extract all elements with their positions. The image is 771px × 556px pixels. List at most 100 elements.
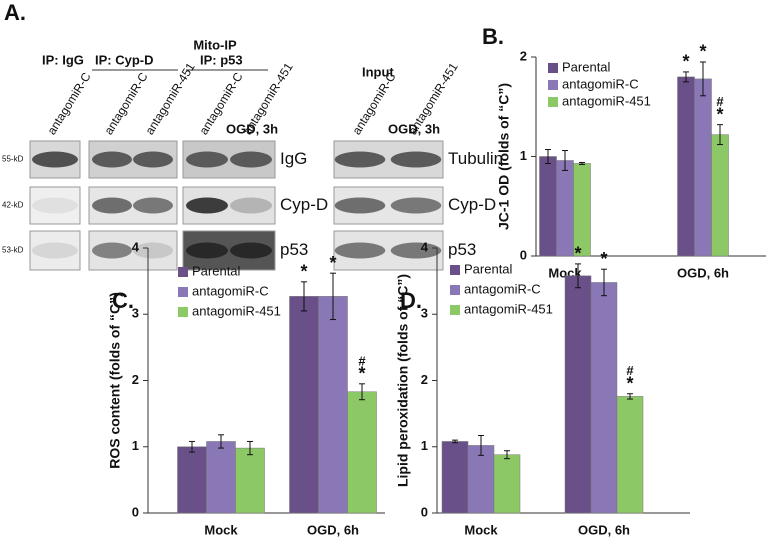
y-tick-label: 3 (421, 306, 428, 321)
blot-band (390, 242, 442, 259)
bar (573, 163, 591, 257)
group-title: Mito-IP (193, 37, 237, 52)
row-label: IgG (280, 149, 307, 168)
blot-band (334, 151, 386, 168)
y-tick-label: 2 (520, 48, 527, 63)
significance-mark: * (300, 262, 307, 282)
legend-swatch (548, 97, 558, 107)
error-bar (359, 383, 365, 401)
row-label: p53 (448, 240, 476, 259)
blot-band (133, 151, 173, 168)
bar (467, 445, 495, 514)
bar (177, 446, 207, 514)
significance-mark: * (716, 104, 723, 124)
blot-band (32, 151, 78, 168)
row-label: Cyp-D (448, 195, 496, 214)
significance-mark: * (329, 253, 336, 273)
error-bar (562, 150, 568, 171)
bar (590, 282, 618, 514)
x-tick-label: Mock (464, 522, 498, 537)
x-tick-label: Mock (204, 522, 238, 537)
significance-mark: * (699, 42, 706, 62)
mw-label: 55-kD (2, 155, 24, 164)
error-bar (717, 124, 723, 146)
bar (289, 296, 319, 514)
legend-label: antagomiR-451 (562, 93, 651, 108)
legend-swatch (450, 305, 460, 315)
blot-band (230, 151, 272, 168)
blot-band (32, 242, 78, 259)
condition: OGD, 3h (226, 121, 278, 136)
error-bar (504, 450, 510, 460)
y-tick-label: 1 (132, 438, 139, 453)
error-bar (330, 272, 336, 321)
lane-label: antagomiR-451 (142, 60, 198, 137)
panel-label: B. (482, 24, 504, 49)
bar (564, 275, 592, 514)
legend-label: antagomiR-C (464, 281, 541, 296)
x-tick-label: OGD, 6h (677, 265, 729, 280)
significance-mark: # (716, 94, 724, 109)
mw-label: 53-kD (2, 246, 24, 255)
legend-swatch (178, 307, 188, 317)
y-tick-label: 1 (421, 438, 428, 453)
bar (694, 78, 712, 257)
panel-label: C. (112, 288, 134, 313)
y-tick-label: 0 (132, 504, 139, 519)
x-tick-label: OGD, 6h (578, 522, 630, 537)
legend-label: antagomiR-451 (464, 301, 553, 316)
y-tick-label: 4 (132, 239, 140, 254)
bar (493, 454, 521, 514)
blot-band (32, 197, 78, 214)
blot-band (133, 197, 173, 214)
blot-band (390, 151, 442, 168)
significance-mark: # (358, 353, 366, 368)
y-tick-label: 1 (520, 148, 527, 163)
ip-title: IP: IgG (42, 52, 84, 67)
legend-swatch (178, 287, 188, 297)
lane-label: antagomiR-C (44, 70, 94, 138)
y-tick-label: 4 (421, 239, 429, 254)
blot-band (390, 197, 442, 214)
row-label: Cyp-D (280, 195, 328, 214)
error-bar (247, 440, 253, 456)
blot-band (92, 151, 132, 168)
panel-label: D. (400, 288, 422, 313)
legend-swatch (178, 267, 188, 277)
legend-label: antagomiR-451 (192, 303, 281, 318)
significance-mark: * (626, 374, 633, 394)
error-bar (218, 434, 224, 449)
bar (711, 134, 729, 257)
y-tick-label: 2 (421, 372, 428, 387)
blot-band (133, 242, 173, 259)
blot-band (230, 242, 272, 259)
blot-band (186, 151, 228, 168)
significance-mark: * (574, 244, 581, 264)
error-bar (478, 434, 484, 456)
y-axis-label: Lipid peroxidation (folds of “C”) (395, 274, 411, 487)
legend-label: Parental (464, 261, 513, 276)
mw-label: 42-kD (2, 201, 24, 210)
error-bar (601, 268, 607, 297)
error-bar (579, 161, 585, 165)
row-label: Tubulin (448, 149, 503, 168)
significance-mark: # (626, 363, 634, 378)
error-bar (700, 61, 706, 97)
error-bar (301, 281, 307, 312)
bar (677, 76, 695, 257)
bar (347, 391, 377, 514)
error-bar (683, 71, 689, 83)
x-tick-label: OGD, 6h (307, 522, 359, 537)
blot-band (334, 197, 386, 214)
y-axis-label: JC-1 OD (folds of “C”) (496, 83, 512, 230)
bar (318, 296, 348, 514)
blot-band (92, 242, 132, 259)
legend-label: Parental (192, 263, 241, 278)
error-bar (575, 263, 581, 289)
legend-swatch (548, 63, 558, 73)
y-tick-label: 2 (132, 372, 139, 387)
legend-swatch (450, 265, 460, 275)
legend-swatch (548, 80, 558, 90)
blot-band (334, 242, 386, 259)
